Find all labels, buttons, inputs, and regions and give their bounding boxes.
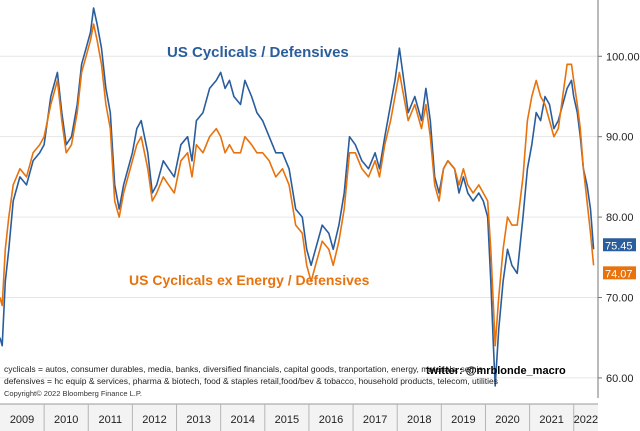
x-tick-label-1: 2010 <box>54 414 78 426</box>
annotation-cyclicals-defensives: US Cyclicals / Defensives <box>167 44 349 61</box>
x-tick-label-0: 2009 <box>10 414 34 426</box>
x-tick-label-10: 2019 <box>451 414 475 426</box>
x-tick-label-9: 2018 <box>407 414 431 426</box>
x-tick-label-7: 2016 <box>319 414 343 426</box>
x-axis-band <box>0 404 598 431</box>
series-line-1 <box>0 23 595 347</box>
last-value-badge-1 <box>603 266 636 280</box>
y-tick-label-2: 80.00 <box>606 212 634 224</box>
last-value-label-0: 75.45 <box>605 240 633 252</box>
x-tick-label-3: 2012 <box>142 414 166 426</box>
last-value-badge-0 <box>603 238 636 252</box>
last-value-label-1: 74.07 <box>605 268 633 280</box>
x-axis: 2009 2010 2011 2012 2013 2014 2015 2016 2017 2018… <box>0 403 598 431</box>
y-tick-label-4: 100.00 <box>606 51 640 63</box>
twitter-handle: twitter: @mrblonde_macro <box>426 365 566 377</box>
y-tick-label-1: 70.00 <box>606 292 634 304</box>
x-tick-label-8: 2017 <box>363 414 387 426</box>
y-tick-label-3: 90.00 <box>606 132 634 144</box>
x-tick-label-4: 2013 <box>186 414 210 426</box>
last-value-badges: 75.45 74.07 <box>603 238 636 280</box>
footer-cyclicals: cyclicals = autos, consumer durables, me… <box>4 364 483 374</box>
footer-defensives: defensives = hc equip & services, pharma… <box>4 376 498 386</box>
x-tick-label-13: 2022 <box>574 414 598 426</box>
x-tick-label-6: 2015 <box>275 414 299 426</box>
y-axis: 60.00 70.00 80.00 90.00 100.00 <box>597 0 640 398</box>
x-tick-label-12: 2021 <box>539 414 563 426</box>
annotation-cyclicals-ex-energy: US Cyclicals ex Energy / Defensives <box>129 272 370 288</box>
x-tick-label-2: 2011 <box>99 414 123 426</box>
series-lines <box>0 7 595 387</box>
series-line-0 <box>0 7 595 387</box>
x-tick-label-11: 2020 <box>495 414 519 426</box>
grid <box>0 55 598 379</box>
y-tick-label-0: 60.00 <box>606 373 634 385</box>
x-tick-label-5: 2014 <box>230 414 254 426</box>
footer-copyright: Copyright© 2022 Bloomberg Finance L.P. <box>4 389 142 398</box>
